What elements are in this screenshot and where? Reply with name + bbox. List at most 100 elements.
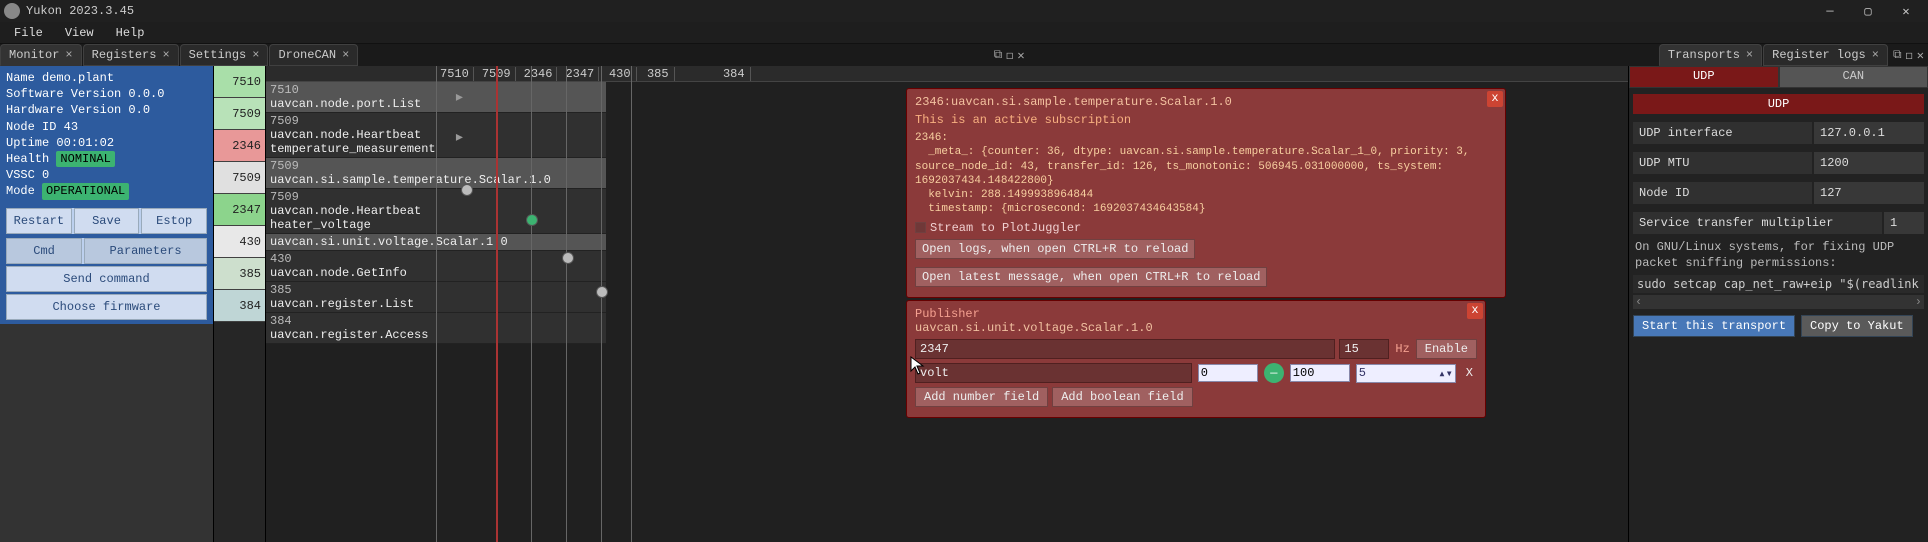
choose-firmware-button[interactable]: Choose firmware <box>6 294 207 320</box>
graph-area[interactable]: 7510750923462347430385384 7510uavcan.nod… <box>266 66 1628 542</box>
graph-vline <box>496 66 498 542</box>
publisher-rate-input[interactable]: 15 <box>1339 339 1389 359</box>
close-pane-icon[interactable]: ✕ <box>1017 48 1024 63</box>
menu-help[interactable]: Help <box>106 24 155 42</box>
udp-header: UDP <box>1633 94 1924 114</box>
graph-header-segment[interactable]: 384 <box>717 67 751 81</box>
subscription-popup: x 2346:uavcan.si.sample.temperature.Scal… <box>906 88 1506 298</box>
value-spinner[interactable]: 5▴▾ <box>1356 364 1456 383</box>
graph-vline <box>566 66 567 542</box>
minimize-button[interactable]: — <box>1812 1 1848 21</box>
port-cell[interactable]: 7509 <box>214 162 265 194</box>
popup-close-button[interactable]: x <box>1467 303 1483 319</box>
add-number-field-button[interactable]: Add number field <box>915 387 1048 407</box>
close-icon[interactable]: × <box>65 48 72 62</box>
tab-monitor[interactable]: Monitor× <box>0 44 82 66</box>
graph-node[interactable] <box>596 286 608 298</box>
health-badge: NOMINAL <box>56 151 114 167</box>
tab-register-logs[interactable]: Register logs× <box>1763 44 1888 66</box>
node-id-input[interactable]: 127 <box>1814 182 1924 204</box>
arrow-icon: ▸ <box>454 86 465 108</box>
max-input[interactable]: 100 <box>1290 364 1350 382</box>
max-icon[interactable]: ◻ <box>1906 48 1913 63</box>
params-input[interactable]: Parameters <box>84 238 207 264</box>
tab-transports[interactable]: Transports × <box>1659 44 1762 66</box>
maximize-button[interactable]: ▢ <box>1850 1 1886 21</box>
add-boolean-field-button[interactable]: Add boolean field <box>1052 387 1192 407</box>
iface-input[interactable]: 127.0.0.1 <box>1814 122 1924 144</box>
graph-header-segment[interactable]: 2347 <box>561 67 599 81</box>
tab-label: DroneCAN <box>278 48 336 62</box>
tab-settings[interactable]: Settings× <box>180 44 269 66</box>
graph-header-segment[interactable]: 385 <box>641 67 675 81</box>
graph-node[interactable] <box>526 214 538 226</box>
tab-registers[interactable]: Registers× <box>83 44 179 66</box>
restore-icon[interactable]: ⧉ <box>994 48 1003 62</box>
cmd-input[interactable]: Cmd <box>6 238 82 264</box>
graph-header-segment[interactable]: 2346 <box>520 67 558 81</box>
topic-name: uavcan.register.List <box>270 297 414 311</box>
mult-input[interactable]: 1 <box>1884 212 1924 234</box>
send-command-button[interactable]: Send command <box>6 266 207 292</box>
port-cell[interactable]: 2346 <box>214 130 265 162</box>
enable-button[interactable]: Enable <box>1416 339 1477 359</box>
arrow-icon: ▸ <box>454 126 465 148</box>
graph-header-segment[interactable]: 7510 <box>436 67 474 81</box>
graph-vline <box>631 66 632 542</box>
stream-checkbox[interactable] <box>915 222 926 233</box>
port-cell[interactable]: 385 <box>214 258 265 290</box>
tab-dronecan[interactable]: DroneCAN × <box>269 44 358 66</box>
tab-row: Monitor× Registers× Settings× DroneCAN× … <box>0 44 1928 66</box>
min-input[interactable]: 0 <box>1198 364 1258 382</box>
port-cell[interactable]: 7510 <box>214 66 265 98</box>
save-button[interactable]: Save <box>74 208 140 234</box>
id-label: Node ID <box>6 120 56 134</box>
port-cell[interactable]: 384 <box>214 290 265 322</box>
close-icon[interactable]: × <box>162 48 169 62</box>
field-name-input[interactable]: volt <box>915 363 1192 383</box>
topic-name: uavcan.node.Heartbeat <box>270 128 421 142</box>
graph-vline <box>531 66 532 542</box>
start-transport-button[interactable]: Start this transport <box>1633 315 1795 337</box>
popup-close-button[interactable]: x <box>1487 91 1503 107</box>
mtu-input[interactable]: 1200 <box>1814 152 1924 174</box>
iface-label: UDP interface <box>1633 122 1812 144</box>
restart-button[interactable]: Restart <box>6 208 72 234</box>
menu-view[interactable]: View <box>55 24 104 42</box>
sw-label: Software Version <box>6 87 121 101</box>
node-info: Name demo.plant Software Version 0.0.0 H… <box>0 66 213 324</box>
close-icon[interactable]: × <box>1872 48 1879 62</box>
max-icon[interactable]: ◻ <box>1006 48 1013 63</box>
port-cell[interactable]: 430 <box>214 226 265 258</box>
estop-button[interactable]: Estop <box>141 208 207 234</box>
app-icon <box>4 3 20 19</box>
uptime-label: Uptime <box>6 136 49 150</box>
graph-header-segment[interactable]: 430 <box>603 67 637 81</box>
horizontal-scrollbar[interactable] <box>1633 295 1924 309</box>
port-cell[interactable]: 7509 <box>214 98 265 130</box>
close-icon[interactable]: × <box>252 48 259 62</box>
title-bar: Yukon 2023.3.45 — ▢ ✕ <box>0 0 1928 22</box>
can-tab[interactable]: CAN <box>1779 66 1928 88</box>
udp-tab[interactable]: UDP <box>1629 66 1779 88</box>
open-logs-button[interactable]: Open logs, when open CTRL+R to reload <box>915 239 1195 259</box>
open-latest-button[interactable]: Open latest message, when open CTRL+R to… <box>915 267 1267 287</box>
node-panel: Name demo.plant Software Version 0.0.0 H… <box>0 66 214 542</box>
restore-icon[interactable]: ⧉ <box>1893 48 1902 62</box>
vssc: 0 <box>42 168 49 182</box>
menu-file[interactable]: File <box>4 24 53 42</box>
tab-label: Transports <box>1668 48 1740 62</box>
spinner-icon[interactable]: ▴▾ <box>1438 366 1452 381</box>
remove-field-button[interactable]: X <box>1462 366 1477 380</box>
copy-yakut-button[interactable]: Copy to Yakut <box>1801 315 1913 337</box>
graph-node[interactable] <box>562 252 574 264</box>
close-button[interactable]: ✕ <box>1888 1 1924 21</box>
graph-node[interactable] <box>461 184 473 196</box>
slider-knob[interactable]: — <box>1264 363 1284 383</box>
mult-label: Service transfer multiplier <box>1633 212 1882 234</box>
close-icon[interactable]: × <box>1746 48 1753 62</box>
close-icon[interactable]: × <box>342 48 349 62</box>
close-pane-icon[interactable]: ✕ <box>1917 48 1924 63</box>
port-cell[interactable]: 2347 <box>214 194 265 226</box>
publisher-port-input[interactable]: 2347 <box>915 339 1335 359</box>
